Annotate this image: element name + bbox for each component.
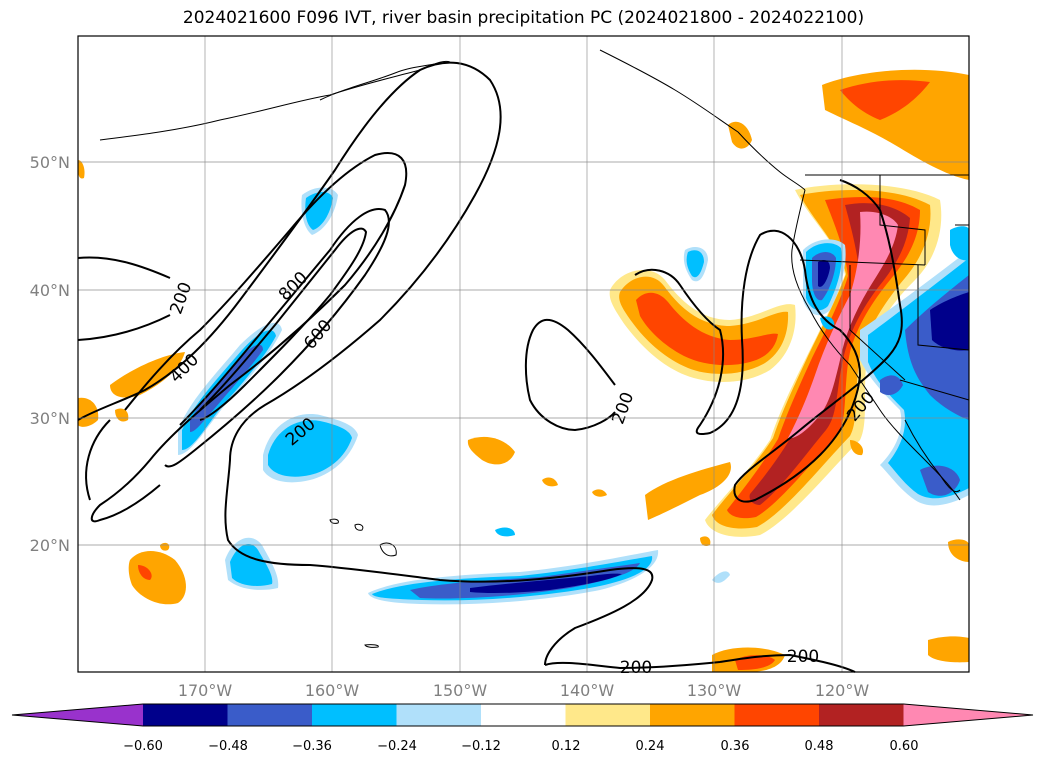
ivt-contour-800 <box>199 227 368 421</box>
pc-positive-region <box>467 436 515 465</box>
colorbar-tick-label: −0.36 <box>292 739 332 754</box>
colorbar-segment <box>396 704 482 726</box>
lat-tick-label: 20°N <box>30 536 70 555</box>
pc-positive-region <box>728 121 752 149</box>
colorbar-segment <box>650 704 735 726</box>
state-border <box>849 265 906 381</box>
map-frame <box>77 35 970 673</box>
colorbar-tick-label: 0.36 <box>721 739 750 754</box>
bc-coastline <box>599 49 806 191</box>
pc-positive-region <box>928 636 969 663</box>
pc-negative-region <box>818 260 830 287</box>
alaska-coastline <box>319 62 441 101</box>
pc-negative-region <box>712 571 730 583</box>
pc-negative-region <box>880 375 903 396</box>
colorbar-segment <box>312 704 397 726</box>
pc-positive-region <box>645 462 731 520</box>
state-border <box>899 379 970 401</box>
hawaii-island <box>379 542 397 557</box>
lon-tick-label: 150°W <box>433 681 488 700</box>
lat-tick-label: 50°N <box>30 153 70 172</box>
colorbar-segment <box>12 704 143 726</box>
pc-positive-region <box>542 477 558 487</box>
ivt-contour-200 <box>77 256 171 279</box>
colorbar-tick-label: −0.12 <box>461 739 501 754</box>
pc-negative-region <box>268 420 352 477</box>
colorbar: −0.60 −0.48 −0.36 −0.24 −0.12 0.12 0.24 … <box>11 703 1034 754</box>
colorbar-outline <box>11 703 1034 727</box>
pc-negative-region <box>686 250 704 278</box>
colorbar-tick-label: −0.60 <box>123 739 163 754</box>
baja-coastline <box>904 419 961 493</box>
lon-tick-label: 170°W <box>178 681 233 700</box>
lat-tick-label: 40°N <box>30 281 70 300</box>
pc-positive-region <box>78 160 85 179</box>
gridlines <box>78 36 969 672</box>
colorbar-segment <box>903 704 1033 726</box>
island <box>364 644 379 648</box>
pc-negative-region <box>820 316 835 330</box>
pc-negative-region <box>930 292 969 351</box>
lon-tick-label: 130°W <box>687 681 742 700</box>
colorbar-tick-label: 0.60 <box>890 739 919 754</box>
ivt-contour-200 <box>634 179 903 503</box>
hawaii-island <box>329 518 339 524</box>
pc-negative-region <box>470 573 622 594</box>
ivt-contour-200 <box>77 314 171 341</box>
colorbar-segment <box>819 704 904 726</box>
colorbar-segment <box>227 704 313 726</box>
ivt-contour-600 <box>164 208 390 468</box>
pc-positive-region <box>840 80 930 120</box>
pc-positive-region <box>788 211 898 439</box>
chart-title: 2024021600 F096 IVT, river basin precipi… <box>182 8 865 28</box>
ivt-contour-200 <box>524 318 616 432</box>
ivt-contour-400 <box>85 419 111 501</box>
lon-tick-labels: 170°W 160°W 150°W 140°W 130°W 120°W <box>178 681 870 700</box>
contour-label: 200 <box>787 647 819 667</box>
colorbar-segment <box>565 704 651 726</box>
pc-positive-region <box>128 551 186 605</box>
contour-label: 200 <box>620 658 652 678</box>
us-west-coastline <box>791 189 961 501</box>
lon-tick-label: 120°W <box>815 681 870 700</box>
ivt-contour-200 <box>719 653 856 673</box>
lat-tick-labels: 50°N 40°N 30°N 20°N <box>30 153 70 555</box>
state-border <box>917 265 970 351</box>
colorbar-segment <box>734 704 820 726</box>
pc-negative-region <box>950 226 969 261</box>
ivt-contour-200 <box>544 661 721 670</box>
precipitation-fill <box>78 69 969 672</box>
pc-positive-region <box>700 536 711 547</box>
pc-negative-region <box>495 527 515 537</box>
lon-tick-label: 160°W <box>305 681 360 700</box>
pc-positive-region <box>592 489 607 497</box>
colorbar-tick-label: −0.48 <box>208 739 248 754</box>
hawaii-island <box>354 523 364 531</box>
colorbar-tick-label: 0.12 <box>552 739 581 754</box>
colorbar-tick-label: 0.48 <box>805 739 834 754</box>
state-border <box>879 175 926 265</box>
pc-negative-region <box>230 543 273 586</box>
ivt-contour-400 <box>90 152 408 523</box>
colorbar-tick-label: 0.24 <box>636 739 665 754</box>
pc-positive-region <box>850 440 864 456</box>
lon-tick-label: 140°W <box>560 681 615 700</box>
colorbar-segments <box>11 703 1034 727</box>
ivt-contours <box>77 61 903 673</box>
colorbar-segment <box>143 704 228 726</box>
lat-tick-label: 30°N <box>30 409 70 428</box>
state-border <box>799 259 926 266</box>
pc-positive-region <box>78 397 99 427</box>
colorbar-segment <box>481 704 566 726</box>
pc-positive-region <box>138 565 152 580</box>
colorbar-tick-label: −0.24 <box>377 739 417 754</box>
colorbar-tick-labels: −0.60 −0.48 −0.36 −0.24 −0.12 0.12 0.24 … <box>123 739 918 754</box>
